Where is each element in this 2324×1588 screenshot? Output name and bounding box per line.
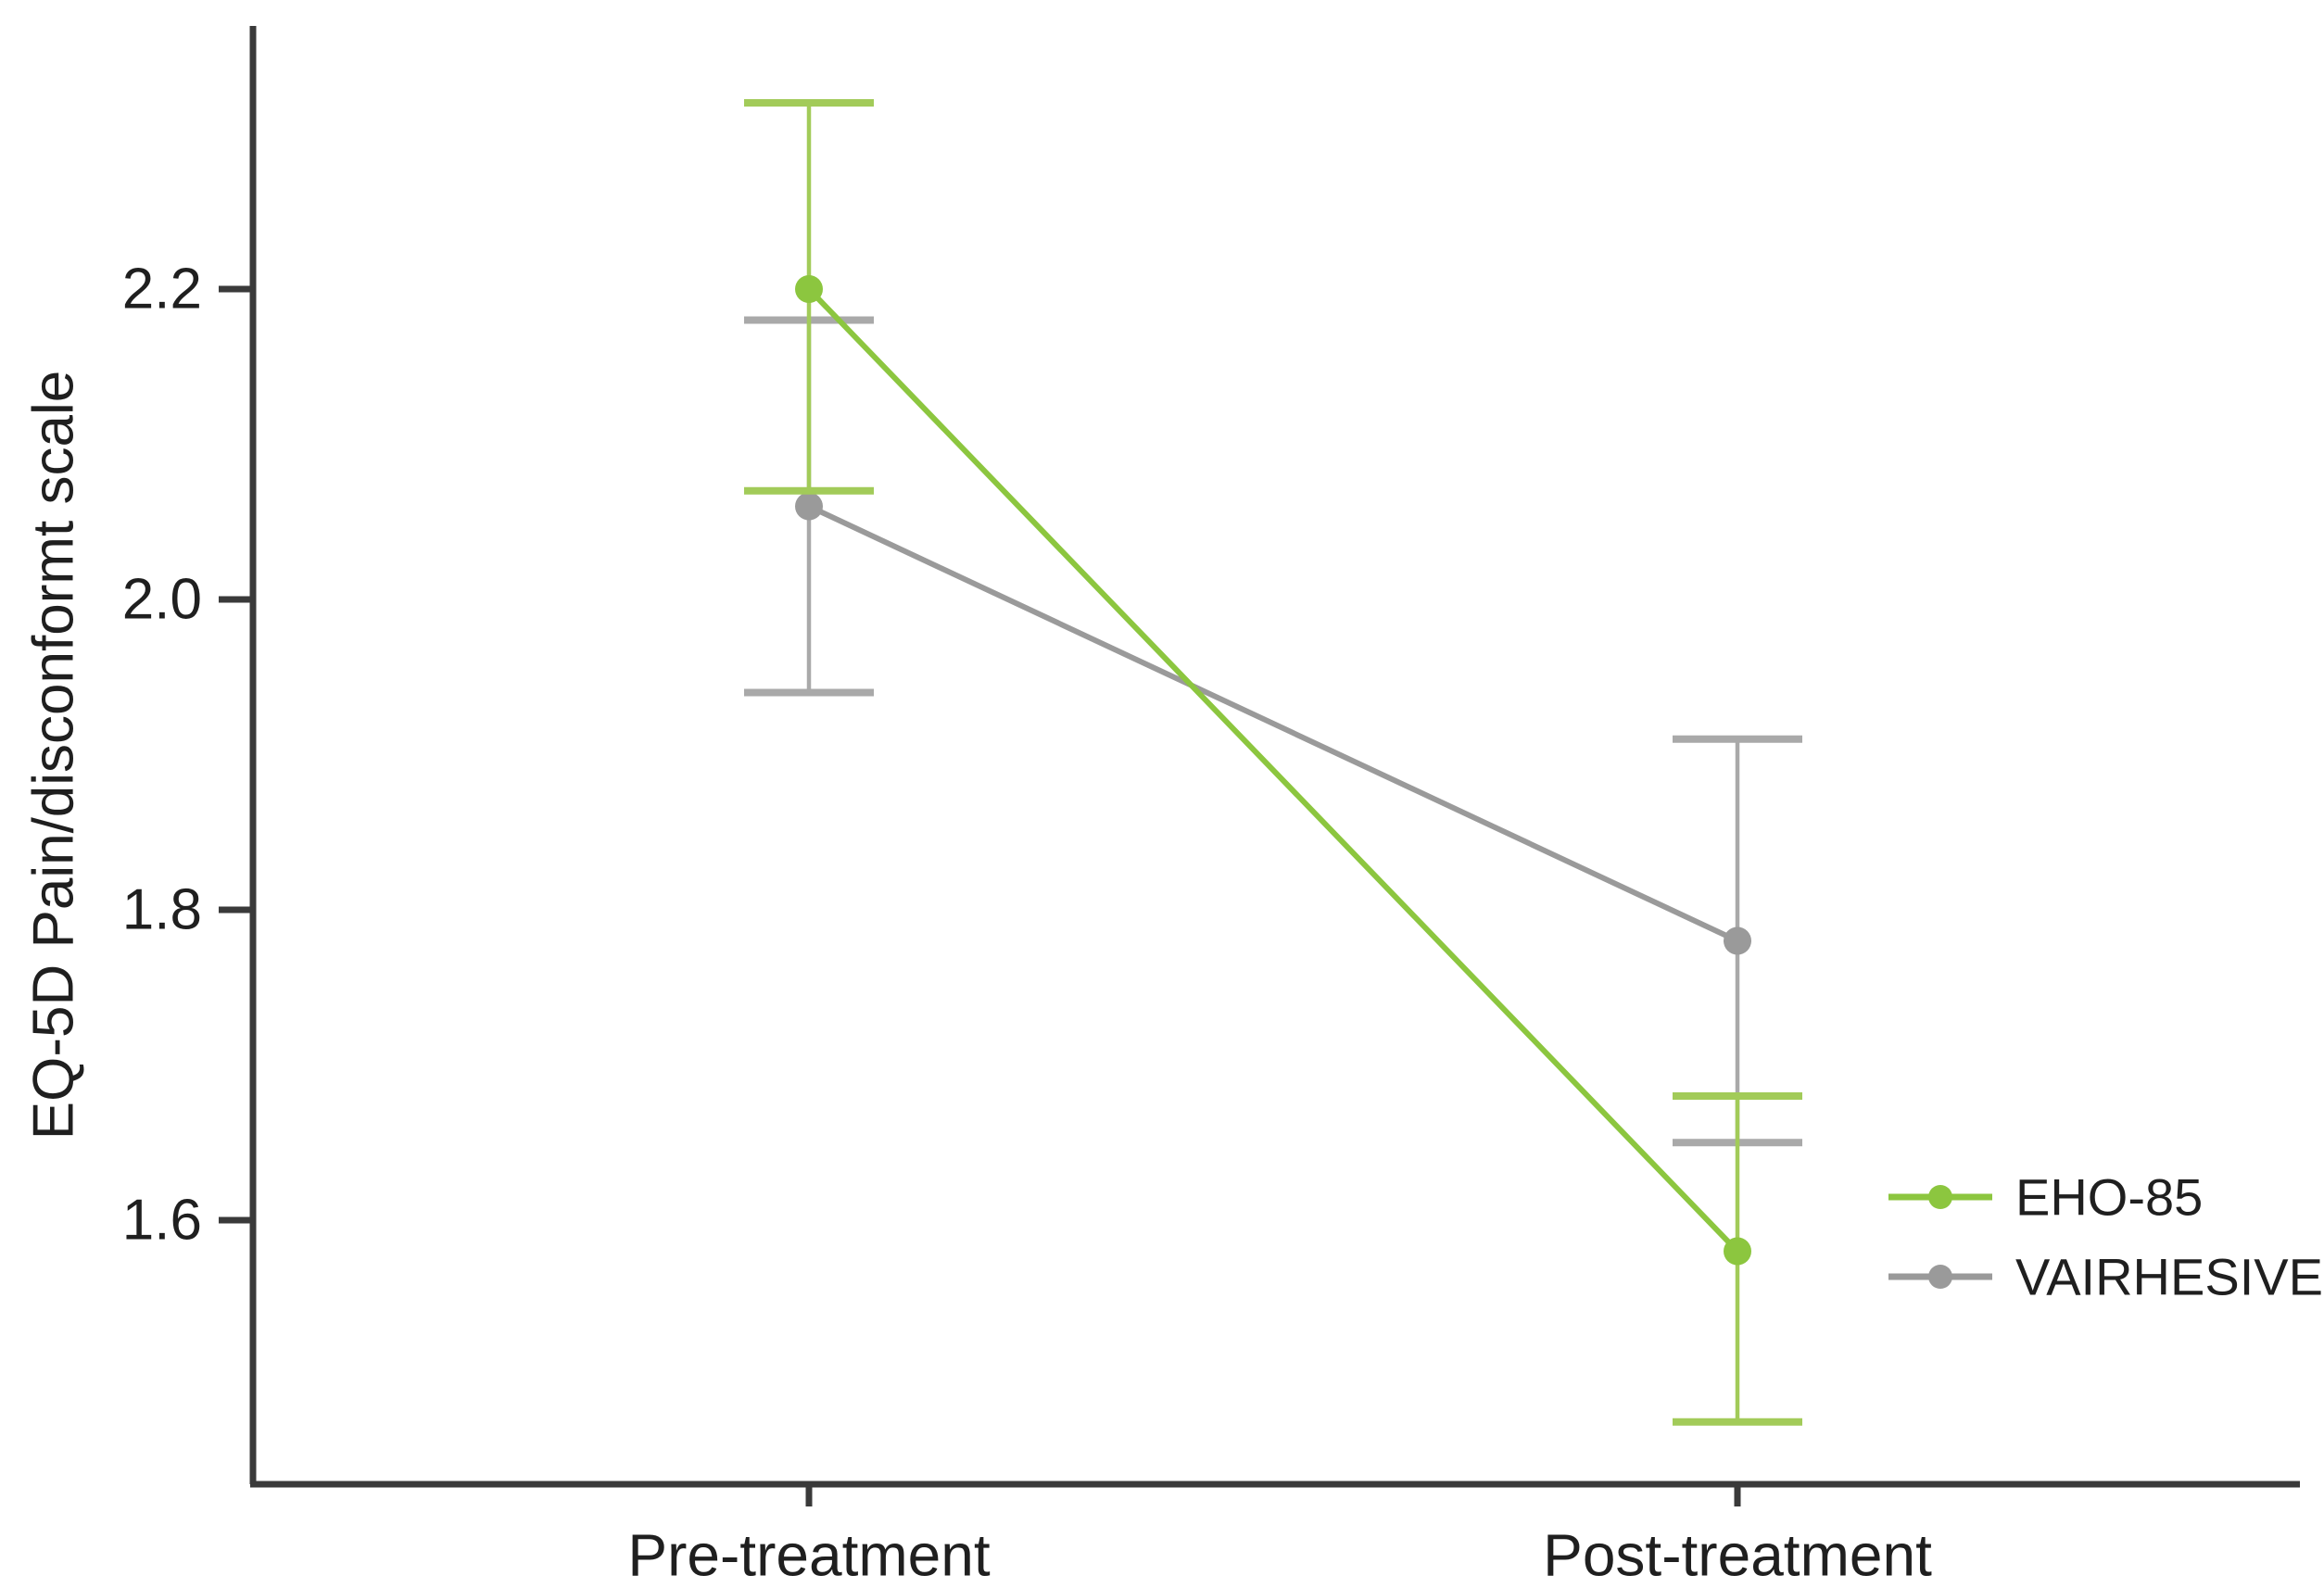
- legend-label-vairhesive: VAIRHESIVE: [2015, 1248, 2323, 1306]
- y-axis-title: EQ-5D Pain/disconformt scale: [22, 371, 86, 1140]
- y-tick-label: 2.0: [122, 568, 202, 632]
- x-category-label: Post-treatment: [1543, 1521, 1932, 1588]
- data-point-vairhesive: [795, 492, 823, 521]
- series-line-vairhesive: [807, 503, 1739, 944]
- data-point-vairhesive: [1724, 926, 1751, 955]
- legend-label-eho-85: EHO-85: [2015, 1168, 2203, 1227]
- data-point-eho-85: [795, 275, 823, 303]
- y-tick-label: 1.8: [122, 878, 202, 942]
- legend-marker-dot-eho-85: [1928, 1185, 1952, 1209]
- y-tick-label: 2.2: [122, 258, 202, 321]
- legend-marker-dot-vairhesive: [1928, 1265, 1952, 1289]
- x-category-label: Pre-treatment: [627, 1521, 990, 1588]
- y-tick-label: 1.6: [122, 1189, 202, 1253]
- series-line-eho-85: [806, 286, 1740, 1254]
- data-point-eho-85: [1724, 1237, 1751, 1266]
